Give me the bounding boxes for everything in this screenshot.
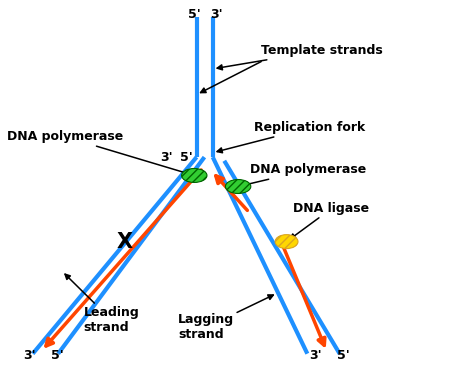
Text: DNA polymerase: DNA polymerase — [242, 163, 366, 187]
Text: 3': 3' — [309, 349, 322, 362]
Ellipse shape — [226, 179, 251, 194]
Ellipse shape — [275, 235, 298, 248]
Text: Template strands: Template strands — [217, 44, 383, 70]
Text: DNA polymerase: DNA polymerase — [7, 131, 190, 175]
Text: 5': 5' — [337, 349, 350, 362]
Text: 3': 3' — [160, 151, 173, 164]
Ellipse shape — [182, 169, 207, 182]
Text: 5': 5' — [180, 151, 193, 164]
Text: 5': 5' — [51, 349, 64, 362]
Text: Leading
strand: Leading strand — [65, 274, 139, 334]
Text: 3': 3' — [23, 349, 36, 362]
Text: DNA ligase: DNA ligase — [290, 202, 369, 239]
Text: X: X — [117, 232, 133, 252]
Text: 5': 5' — [188, 8, 201, 21]
Text: 3': 3' — [210, 8, 223, 21]
Text: Lagging
strand: Lagging strand — [178, 295, 273, 341]
Text: Replication fork: Replication fork — [217, 121, 366, 153]
